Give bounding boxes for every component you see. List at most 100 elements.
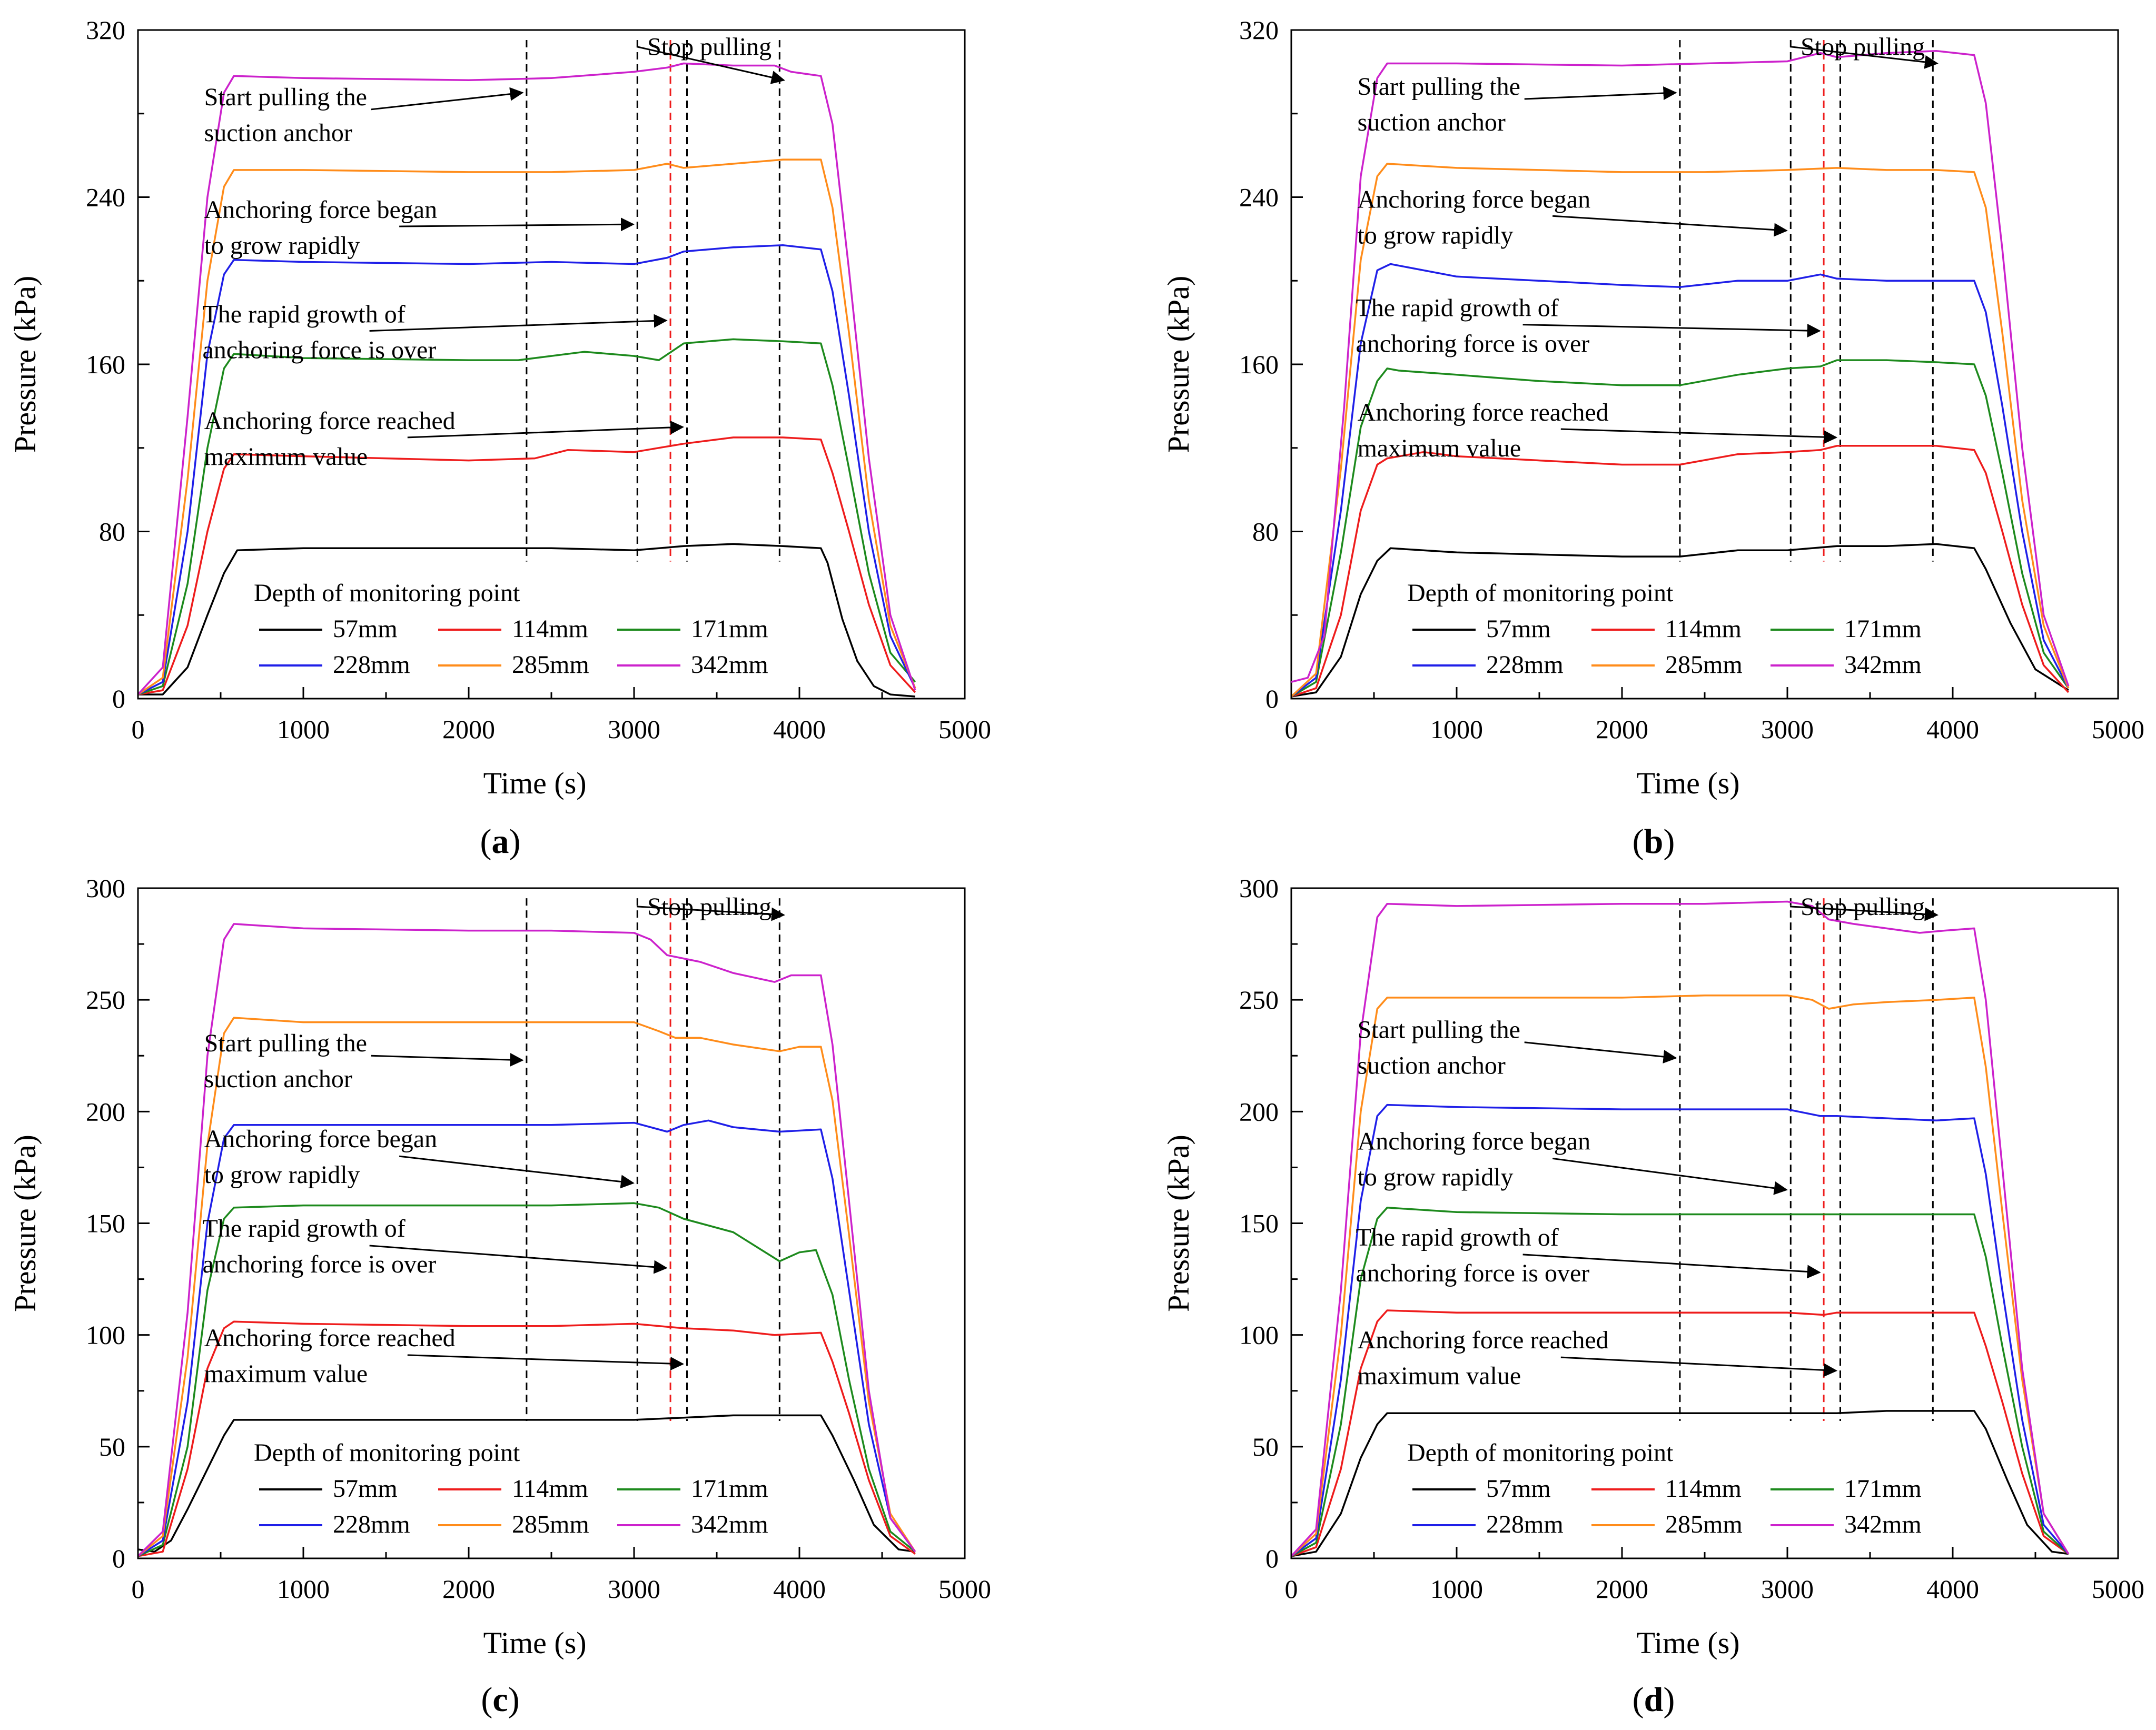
y-tick-label: 200	[86, 1097, 125, 1126]
annotation-arrow	[1522, 324, 1821, 338]
annotation-arrow	[1552, 215, 1788, 237]
panel-label-letter: d	[1644, 1681, 1664, 1719]
legend-label-228mm: 228mm	[1486, 1510, 1564, 1538]
series-line-171mm	[1291, 359, 2070, 698]
annotation-arrow	[636, 46, 785, 84]
x-tick-label: 5000	[938, 714, 991, 744]
annotation-text: Start pulling the	[204, 83, 367, 111]
series-line-285mm	[1290, 163, 2070, 698]
annotation-text: to grow rapidly	[1358, 221, 1514, 249]
annotation-text: anchoring force is over	[202, 1250, 436, 1278]
x-tick-label: 3000	[608, 1574, 660, 1604]
annotation-arrow	[1560, 1356, 1838, 1377]
y-tick-label: 50	[1252, 1432, 1279, 1461]
y-tick-label: 0	[1265, 1544, 1279, 1573]
y-axis-title: Pressure (kPa)	[1161, 276, 1195, 453]
annotation-text: The rapid growth of	[202, 1215, 405, 1242]
y-tick-label: 160	[1239, 350, 1279, 379]
x-tick-label: 1000	[1430, 714, 1483, 744]
panel-label-letter: b	[1644, 822, 1664, 861]
x-tick-label: 0	[1285, 714, 1298, 744]
annotation-text: maximum value	[1358, 1362, 1521, 1390]
annotation-text: anchoring force is over	[202, 336, 436, 364]
x-tick-label: 0	[132, 714, 145, 744]
annotation-text: The rapid growth of	[202, 301, 405, 329]
legend-label-57mm: 57mm	[333, 1475, 398, 1503]
legend-label-114mm: 114mm	[512, 1475, 588, 1503]
y-tick-label: 300	[86, 873, 125, 903]
x-tick-label: 0	[132, 1574, 145, 1604]
annotation-text: Anchoring force began	[204, 1125, 437, 1153]
annotation-arrow	[1524, 86, 1677, 101]
x-tick-label: 5000	[938, 1574, 991, 1604]
legend-label-57mm: 57mm	[1486, 615, 1551, 643]
series-line-114mm	[1291, 445, 2070, 698]
annotation-text: anchoring force is over	[1356, 330, 1589, 358]
annotation-text: maximum value	[1358, 434, 1521, 462]
y-tick-label: 300	[1239, 873, 1279, 903]
series-line-228mm	[137, 1119, 916, 1557]
y-tick-label: 320	[1239, 15, 1279, 45]
legend-label-228mm: 228mm	[333, 1510, 410, 1538]
annotation-text: maximum value	[204, 1360, 368, 1388]
y-tick-label: 150	[1239, 1209, 1279, 1238]
y-axis-title: Pressure (kPa)	[1161, 1135, 1195, 1312]
y-tick-label: 50	[99, 1432, 125, 1461]
x-axis-title: Time (s)	[483, 1626, 587, 1660]
annotation-arrow	[369, 1245, 668, 1274]
x-tick-label: 5000	[2092, 714, 2144, 744]
annotation-arrow	[1552, 1157, 1788, 1195]
chart-panel-a: 0 1000 2000 3000 4000 5000 0 80 160 240 320 Time (s…	[8, 15, 991, 861]
legend-title: Depth of monitoring point	[254, 579, 520, 607]
x-axis-title: Time (s)	[1637, 766, 1740, 800]
x-tick-label: 4000	[1926, 1574, 1979, 1604]
annotation-arrow	[407, 420, 685, 439]
panel-label-close: )	[1663, 1681, 1675, 1719]
panel-label: (a)	[480, 822, 521, 861]
annotation-text: suction anchor	[1358, 1051, 1506, 1079]
y-tick-label: 250	[1239, 985, 1279, 1015]
x-tick-label: 2000	[1596, 1574, 1648, 1604]
panel-label-close: )	[509, 822, 521, 861]
x-axis-title: Time (s)	[1637, 1626, 1740, 1660]
x-tick-label: 2000	[1596, 714, 1648, 744]
y-tick-label: 100	[86, 1320, 125, 1350]
legend-label-114mm: 114mm	[512, 615, 588, 643]
series-line-342mm	[137, 62, 916, 695]
series-line-114mm	[137, 436, 916, 695]
annotation-text: to grow rapidly	[204, 232, 360, 260]
annotation-arrow	[1560, 428, 1838, 444]
y-tick-label: 320	[86, 15, 125, 45]
legend-label-171mm: 171mm	[1844, 615, 1922, 643]
annotation-text: Anchoring force began	[1358, 1127, 1590, 1155]
annotation-text: maximum value	[204, 443, 368, 471]
y-tick-label: 250	[86, 985, 125, 1015]
annotation-text: Stop pulling	[1801, 893, 1925, 921]
panel-label-open: (	[481, 1681, 492, 1719]
annotation-arrow	[369, 314, 668, 332]
panel-label-open: (	[1633, 822, 1644, 861]
annotation-arrow	[1789, 46, 1939, 69]
y-tick-label: 160	[86, 350, 125, 379]
legend-label-57mm: 57mm	[333, 615, 398, 643]
legend-label-114mm: 114mm	[1665, 1475, 1742, 1503]
legend-label-285mm: 285mm	[1665, 1510, 1743, 1538]
annotation-text: to grow rapidly	[1358, 1163, 1514, 1191]
legend-label-342mm: 342mm	[691, 651, 768, 679]
series-line-57mm	[1291, 543, 2069, 698]
series-line-342mm	[137, 923, 916, 1557]
legend-label-228mm: 228mm	[1486, 651, 1564, 679]
series-line-171mm	[1291, 1207, 2069, 1557]
legend-title: Depth of monitoring point	[254, 1439, 520, 1467]
annotation-text: Anchoring force reached	[1358, 1326, 1609, 1354]
legend-label-114mm: 114mm	[1665, 615, 1742, 643]
panel-label-open: (	[480, 822, 492, 861]
x-axis-title: Time (s)	[483, 766, 587, 800]
annotation-text: suction anchor	[1358, 108, 1506, 136]
y-axis-title: Pressure (kPa)	[8, 276, 42, 453]
annotation-text: Anchoring force began	[1358, 185, 1590, 213]
panel-label: (c)	[481, 1681, 519, 1719]
y-tick-label: 240	[86, 183, 125, 212]
